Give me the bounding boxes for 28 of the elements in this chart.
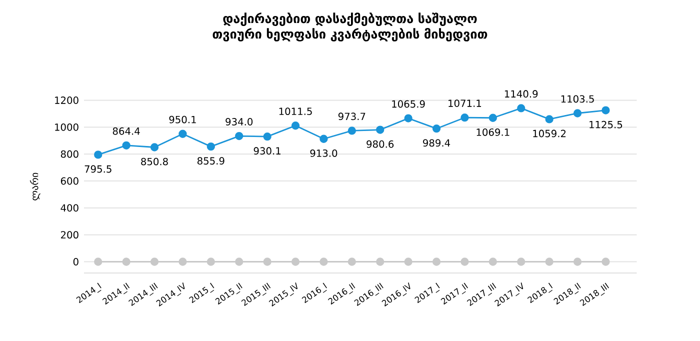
data-label: 850.8	[141, 158, 168, 166]
y-tick-label: 0	[73, 258, 78, 266]
data-label: 930.1	[254, 147, 280, 155]
data-label: 934.0	[226, 118, 253, 126]
data-label: 950.1	[169, 116, 196, 124]
data-label: 1140.9	[504, 90, 538, 98]
data-label: 1103.5	[561, 95, 594, 103]
y-tick-label: 1200	[55, 96, 78, 104]
y-tick-label: 200	[60, 231, 78, 239]
data-label: 989.4	[423, 139, 450, 147]
data-label: 1059.2	[533, 130, 566, 138]
y-tick-label: 600	[60, 177, 78, 185]
data-label: 973.7	[338, 112, 366, 120]
data-label: 913.0	[310, 149, 338, 157]
y-tick-label: 400	[60, 204, 78, 212]
data-label: 980.6	[366, 140, 394, 148]
y-tick-label: 800	[60, 150, 78, 158]
y-axis-title: ლარი	[30, 172, 40, 200]
data-label: 1071.1	[448, 100, 482, 108]
data-label: 864.4	[112, 127, 140, 135]
data-label: 1011.5	[279, 108, 312, 116]
data-label: 1125.5	[590, 120, 622, 128]
data-label: 1065.9	[392, 100, 425, 108]
data-label: 795.5	[84, 165, 112, 173]
data-label: 855.9	[197, 157, 224, 165]
y-tick-label: 1000	[55, 123, 78, 131]
chart-title: დაქირავებით დასაქმებულთა საშუალო თვიური ხელფასი კვარტალების მიხედვით	[212, 12, 488, 42]
data-label: 1069.1	[476, 128, 510, 136]
